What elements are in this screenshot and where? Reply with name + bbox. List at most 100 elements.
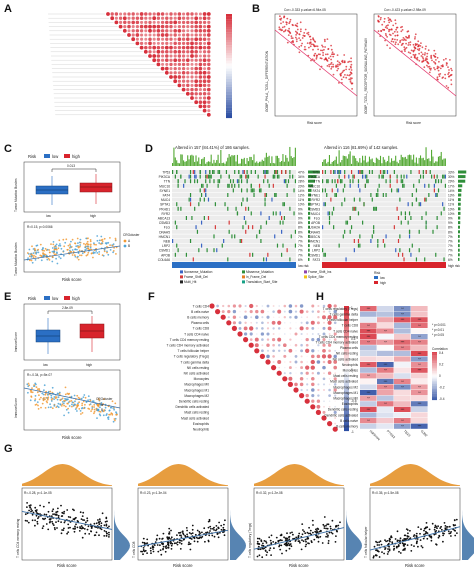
scatter-point xyxy=(31,261,34,264)
g-point xyxy=(43,518,45,521)
g-point xyxy=(188,532,191,534)
g-point xyxy=(60,515,63,517)
g-point xyxy=(216,533,219,535)
f-dot xyxy=(271,337,276,342)
g-ylabel: T cells CD4 memory resting xyxy=(16,519,20,558)
g-point xyxy=(39,504,41,507)
d-mut-cell xyxy=(207,197,210,202)
b-point xyxy=(409,41,412,43)
d-mut-cell xyxy=(403,183,405,188)
b-point xyxy=(295,34,297,36)
f-dot xyxy=(277,360,282,364)
g-point xyxy=(29,504,32,506)
d-mut-cell xyxy=(342,234,344,239)
d-tmb-bar xyxy=(328,155,330,166)
a-dot xyxy=(202,62,207,67)
a-dot xyxy=(148,33,152,37)
f-row-label: T cells follicular helper xyxy=(178,349,210,353)
f-dot xyxy=(312,316,314,318)
f-row-label: NK cells activated xyxy=(184,372,210,376)
f-dot xyxy=(299,309,304,314)
g-point xyxy=(415,542,418,545)
scatter-point xyxy=(93,408,96,411)
d-mut-cell xyxy=(418,202,420,207)
g-point xyxy=(327,542,330,545)
d-mut-cell xyxy=(285,179,287,184)
a-dot xyxy=(202,45,207,50)
g-point xyxy=(403,538,405,540)
d-tmb-bar xyxy=(177,162,179,166)
a-dot xyxy=(190,79,194,83)
g-point xyxy=(180,540,183,542)
scatter-point xyxy=(49,390,52,393)
d-side-bar xyxy=(458,234,460,238)
h-cell xyxy=(360,311,377,317)
h-sig-mark: *** xyxy=(401,408,405,412)
d-mut-cell xyxy=(436,174,438,179)
panel-h: H T cells regulatory (Tregs) *** **T cells… xyxy=(316,291,448,441)
g-point xyxy=(98,534,100,537)
h-cell xyxy=(360,406,377,412)
a-dot xyxy=(118,16,123,20)
g-point xyxy=(260,540,263,543)
f-dot xyxy=(299,326,304,331)
f-dot xyxy=(266,349,270,352)
d-mut-cell xyxy=(200,243,203,248)
d-tmb-bar xyxy=(349,151,351,166)
d-mut-cell xyxy=(206,248,208,253)
g-point xyxy=(170,548,173,550)
a-dot xyxy=(156,28,161,33)
scatter-point xyxy=(30,389,33,392)
d-row-bg xyxy=(322,211,446,216)
d-mut-cell xyxy=(289,170,291,174)
panel-c-legend-low-swatch xyxy=(44,154,50,158)
d-gene-label: OBSCN xyxy=(309,235,321,239)
h-cell xyxy=(394,390,411,396)
d-mut-cell xyxy=(429,170,431,174)
d-tmb-bar xyxy=(253,154,255,166)
d-mut-cell xyxy=(382,170,384,174)
f-scale-cell xyxy=(344,416,349,419)
a-dot xyxy=(165,16,169,20)
d-mut-cell xyxy=(377,239,379,243)
a-dot xyxy=(169,37,173,41)
a-dot xyxy=(185,58,190,63)
f-dot xyxy=(317,383,320,386)
scatter-point xyxy=(87,395,90,398)
d-mut-cell xyxy=(246,197,248,202)
f-dot xyxy=(294,304,298,308)
d-mut-cell xyxy=(377,193,379,197)
scatter-point xyxy=(43,249,45,252)
d-tmb-bar xyxy=(236,154,238,166)
d-mut-cell xyxy=(236,179,239,184)
d-mut-cell xyxy=(250,170,252,174)
a-dot xyxy=(156,20,160,24)
g-point xyxy=(309,529,312,532)
h-cell xyxy=(360,322,377,328)
scatter-point xyxy=(109,413,111,416)
d-mut-cell xyxy=(184,179,186,184)
a-scale-cell xyxy=(226,60,232,64)
a-dot xyxy=(190,16,194,20)
d-tmb-bar xyxy=(334,159,336,166)
f-dot xyxy=(295,338,297,341)
f-dot xyxy=(227,309,231,314)
scatter-point xyxy=(100,402,103,404)
f-dot xyxy=(288,376,293,381)
d-tmb-bar xyxy=(290,156,292,166)
g-point xyxy=(319,529,322,532)
a-scale-cell xyxy=(226,42,232,46)
b-point xyxy=(329,63,332,66)
d-mut-cell xyxy=(418,170,420,174)
d-pct-label: 11% xyxy=(448,203,454,207)
f-dot xyxy=(311,382,315,387)
g-point xyxy=(307,532,310,535)
scatter-point xyxy=(53,398,55,400)
b-point xyxy=(428,67,431,70)
a-dot xyxy=(203,41,207,45)
a-dot xyxy=(161,54,165,58)
b-point xyxy=(280,22,282,25)
d-tmb-bar xyxy=(289,146,291,166)
d-mut-cell xyxy=(326,193,328,197)
scatter-point xyxy=(114,402,117,405)
